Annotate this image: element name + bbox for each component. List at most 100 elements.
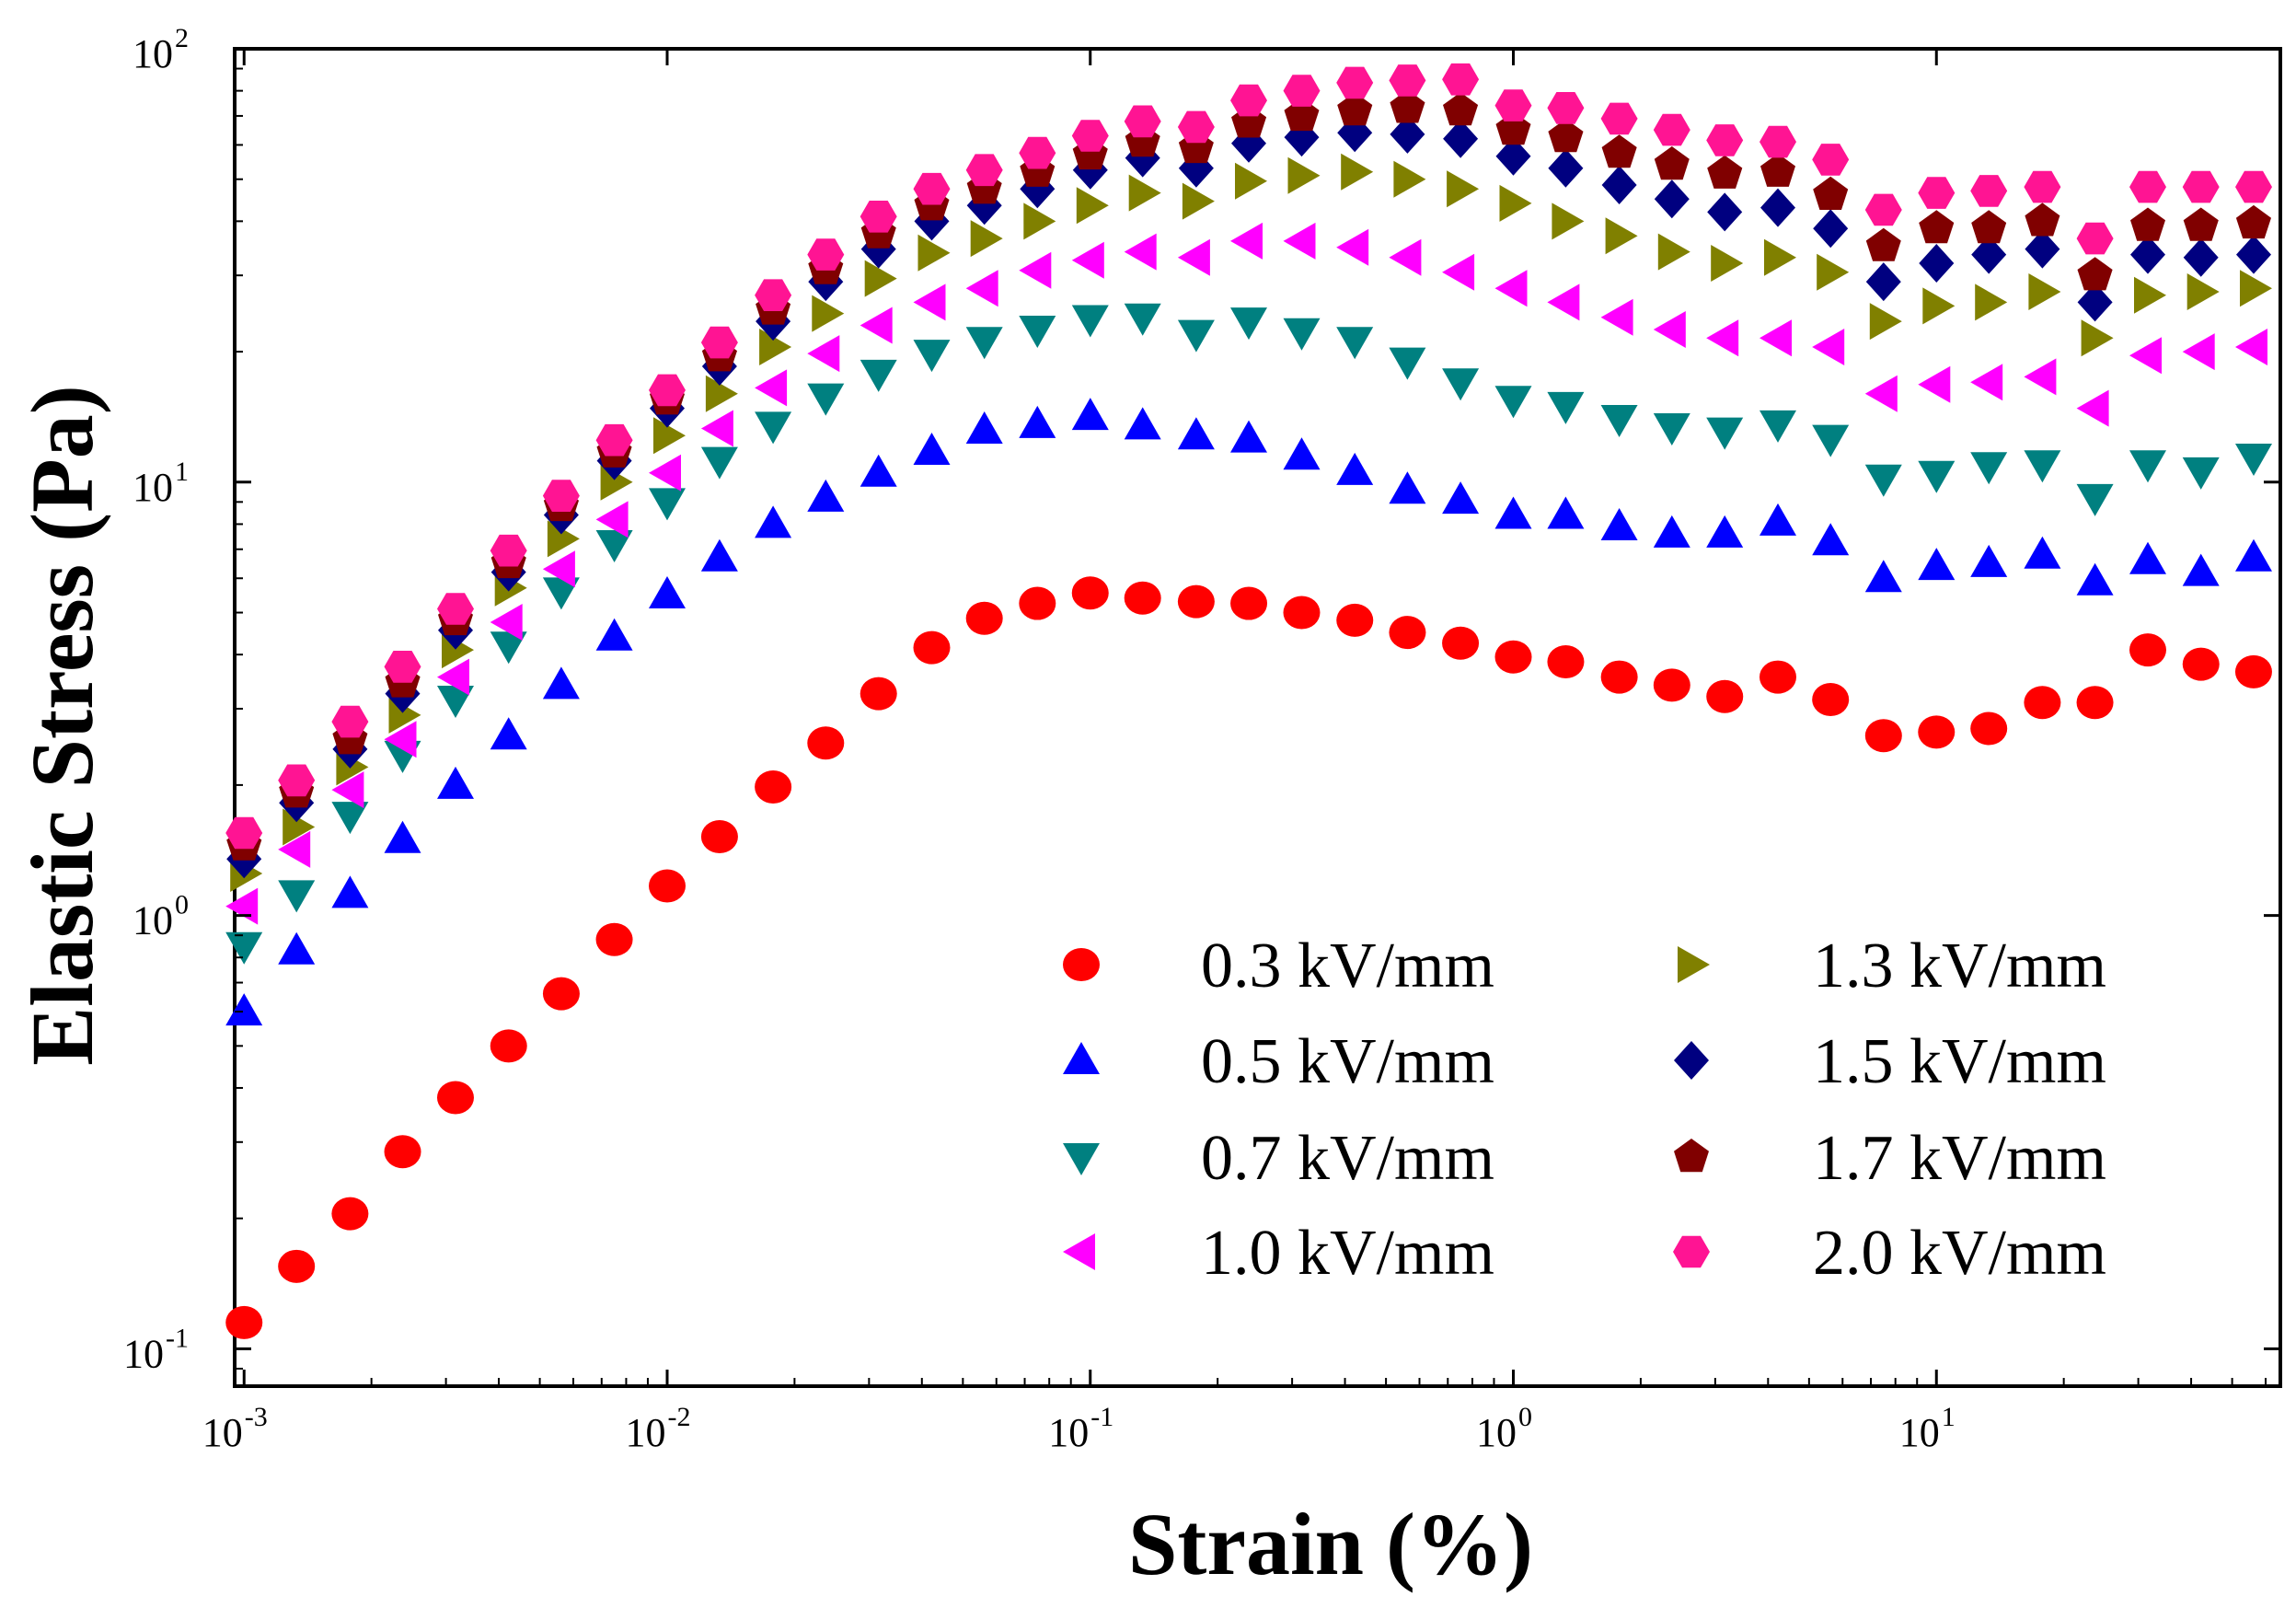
legend-item: 1.5 kV/mm — [1674, 1026, 2106, 1097]
data-point — [1177, 319, 1215, 353]
data-point — [1124, 303, 1161, 336]
data-point — [1071, 576, 1109, 610]
data-point — [1653, 668, 1690, 702]
legend-marker — [1674, 1139, 1709, 1173]
data-point — [1971, 210, 2007, 244]
legend-label: 0.3 kV/mm — [1201, 931, 1494, 1001]
data-point — [965, 327, 1003, 360]
data-point — [1442, 368, 1480, 401]
data-point — [1390, 114, 1425, 154]
data-point — [700, 538, 738, 572]
legend-marker — [1063, 1042, 1100, 1074]
series-0-7-kv-mm — [225, 303, 2272, 965]
legend-marker — [1678, 946, 1710, 983]
data-point — [1287, 156, 1321, 194]
data-point — [649, 454, 681, 492]
y-tick-label: 102 — [133, 23, 189, 76]
data-point — [1336, 452, 1374, 485]
legend-label: 0.7 kV/mm — [1201, 1123, 1494, 1194]
data-point — [2076, 389, 2109, 427]
data-point — [807, 238, 845, 271]
data-point — [1653, 413, 1690, 445]
data-point — [1706, 515, 1744, 548]
data-point — [755, 505, 792, 538]
data-point — [1813, 176, 1849, 210]
data-point — [1494, 386, 1532, 419]
y-axis-title: Elastic Stress (Pa) — [13, 385, 111, 1065]
data-point — [1601, 134, 1637, 168]
data-point — [1019, 586, 1056, 620]
x-tick-label: 10-3 — [202, 1402, 268, 1455]
data-point — [1922, 287, 1956, 325]
data-point — [542, 666, 580, 700]
series-1-5-kv-mm — [226, 113, 2271, 879]
data-point — [2235, 204, 2271, 239]
data-point — [2024, 358, 2057, 396]
data-point — [490, 717, 527, 750]
data-point — [1124, 233, 1157, 271]
data-point — [649, 576, 686, 608]
data-point — [2129, 541, 2166, 574]
data-point — [2076, 483, 2114, 516]
data-point — [1970, 175, 2008, 207]
data-point — [860, 307, 893, 344]
data-point — [1341, 153, 1374, 191]
data-point — [2234, 654, 2272, 688]
data-point — [1919, 210, 1955, 244]
x-tick-label: 100 — [1476, 1402, 1532, 1455]
ticks — [235, 47, 2280, 1386]
data-point — [649, 488, 686, 521]
data-point — [2235, 444, 2272, 476]
data-point — [1918, 548, 1956, 581]
legend-label: 1.3 kV/mm — [1813, 931, 2106, 1001]
data-point — [807, 726, 845, 760]
data-point — [595, 530, 633, 562]
data-point — [1336, 228, 1369, 266]
y-tick-label: 101 — [133, 457, 189, 510]
data-point — [1812, 683, 1850, 717]
x-tick-label: 10-2 — [625, 1402, 690, 1455]
data-point — [1812, 523, 1850, 556]
data-point — [2182, 170, 2220, 203]
x-tick-label: 10-1 — [1048, 1402, 1113, 1455]
data-point — [2129, 337, 2162, 375]
data-point — [1071, 398, 1109, 431]
data-point — [1864, 560, 1902, 593]
data-point — [1600, 298, 1633, 336]
data-point — [225, 993, 263, 1026]
data-point — [1919, 244, 1955, 283]
data-point — [1653, 311, 1686, 348]
data-point — [1918, 715, 1956, 749]
data-point — [1548, 119, 1584, 153]
data-point — [1653, 113, 1690, 146]
data-point — [1230, 586, 1268, 620]
data-point — [1760, 188, 1795, 227]
data-point — [1970, 452, 2008, 485]
data-point — [2028, 273, 2061, 310]
data-point — [1654, 179, 1690, 219]
data-point — [2182, 333, 2215, 371]
data-point — [542, 977, 580, 1011]
data-point — [913, 172, 951, 205]
legend-item: 2.0 kV/mm — [1673, 1218, 2106, 1289]
data-point — [331, 771, 364, 809]
data-point — [1600, 660, 1638, 694]
data-point — [1499, 184, 1532, 222]
data-point — [1393, 160, 1426, 198]
legend: 0.3 kV/mm 0.5 kV/mm 0.7 kV/mm 1.0 kV/mm 1.3 … — [1063, 931, 2106, 1289]
data-point — [1812, 329, 1845, 365]
legend-marker — [1063, 1233, 1095, 1270]
data-point — [1283, 75, 1321, 107]
data-point — [1494, 89, 1532, 121]
data-point — [1918, 460, 1956, 493]
data-point — [755, 411, 792, 445]
data-point — [1552, 202, 1585, 240]
data-point — [1971, 235, 2007, 274]
data-point — [436, 1081, 474, 1115]
data-point — [2024, 536, 2061, 569]
data-point — [1707, 192, 1743, 232]
data-point — [1813, 209, 1849, 249]
data-point — [1601, 166, 1637, 204]
data-point — [1389, 471, 1426, 504]
data-point — [1605, 217, 1638, 255]
